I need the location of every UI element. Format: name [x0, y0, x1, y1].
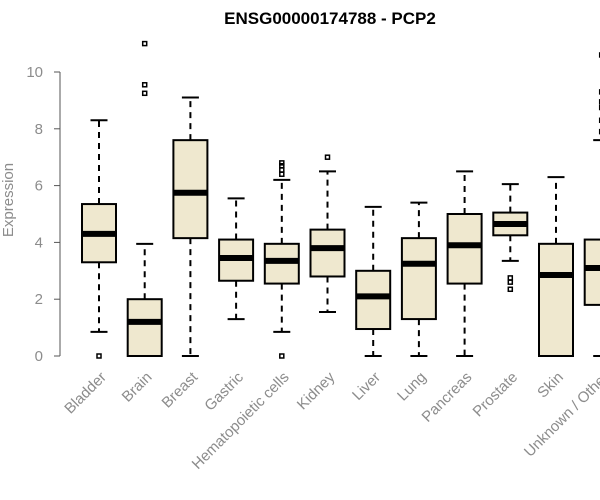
x-tick-label: Breast	[159, 368, 202, 411]
y-tick-label: 8	[35, 121, 43, 138]
outlier-point	[96, 353, 102, 359]
outlier-point	[507, 279, 514, 285]
x-tick-label: Skin	[534, 369, 567, 402]
box-skin	[538, 176, 574, 358]
y-tick-label: 10	[26, 64, 43, 81]
iqr-box	[172, 139, 209, 240]
outlier-point	[279, 353, 285, 359]
x-tick-label: Gastric	[201, 368, 247, 414]
y-tick-label: 6	[35, 178, 43, 195]
box-unknown-other	[583, 52, 600, 357]
outlier-point	[141, 82, 148, 88]
box-liver	[355, 205, 392, 357]
iqr-box	[400, 237, 437, 321]
box-lung	[400, 201, 437, 357]
outlier-point	[279, 160, 285, 166]
box-kidney	[309, 154, 346, 313]
x-tick-label: Prostate	[470, 369, 522, 421]
y-tick-label: 4	[35, 234, 43, 251]
box-prostate	[492, 183, 529, 293]
box-breast	[172, 96, 209, 357]
iqr-box	[583, 238, 600, 306]
x-tick-label: Bladder	[61, 369, 110, 418]
iqr-box	[126, 298, 163, 358]
box-gastric	[218, 197, 255, 321]
y-axis-label: Expression	[0, 163, 17, 237]
box-brain	[126, 40, 163, 358]
outlier-point	[141, 90, 148, 97]
y-tick-label: 0	[35, 348, 43, 365]
iqr-box	[355, 269, 392, 331]
outlier-point	[324, 154, 331, 160]
x-tick-label: Pancreas	[419, 369, 476, 426]
outlier-point	[279, 171, 285, 177]
outlier-point	[279, 162, 285, 169]
outlier-point	[507, 286, 514, 293]
box-bladder	[81, 119, 117, 359]
x-tick-label: Lung	[394, 369, 430, 405]
outlier-point	[507, 275, 514, 281]
iqr-box	[446, 213, 483, 285]
box-series	[81, 40, 600, 359]
x-tick-label: Liver	[349, 369, 384, 404]
outlier-point	[141, 40, 148, 47]
box-hematopoietic-cells	[263, 160, 300, 359]
iqr-box	[538, 242, 574, 358]
y-tick-label: 2	[35, 291, 43, 308]
x-tick-label: Kidney	[294, 368, 339, 413]
y-axis: 0 2 4 6 8 10	[26, 64, 61, 365]
chart-title: ENSG00000174788 - PCP2	[224, 9, 436, 28]
iqr-box	[309, 228, 346, 278]
outlier-point	[279, 167, 285, 173]
box-pancreas	[446, 170, 483, 357]
x-tick-label: Brain	[119, 369, 156, 406]
